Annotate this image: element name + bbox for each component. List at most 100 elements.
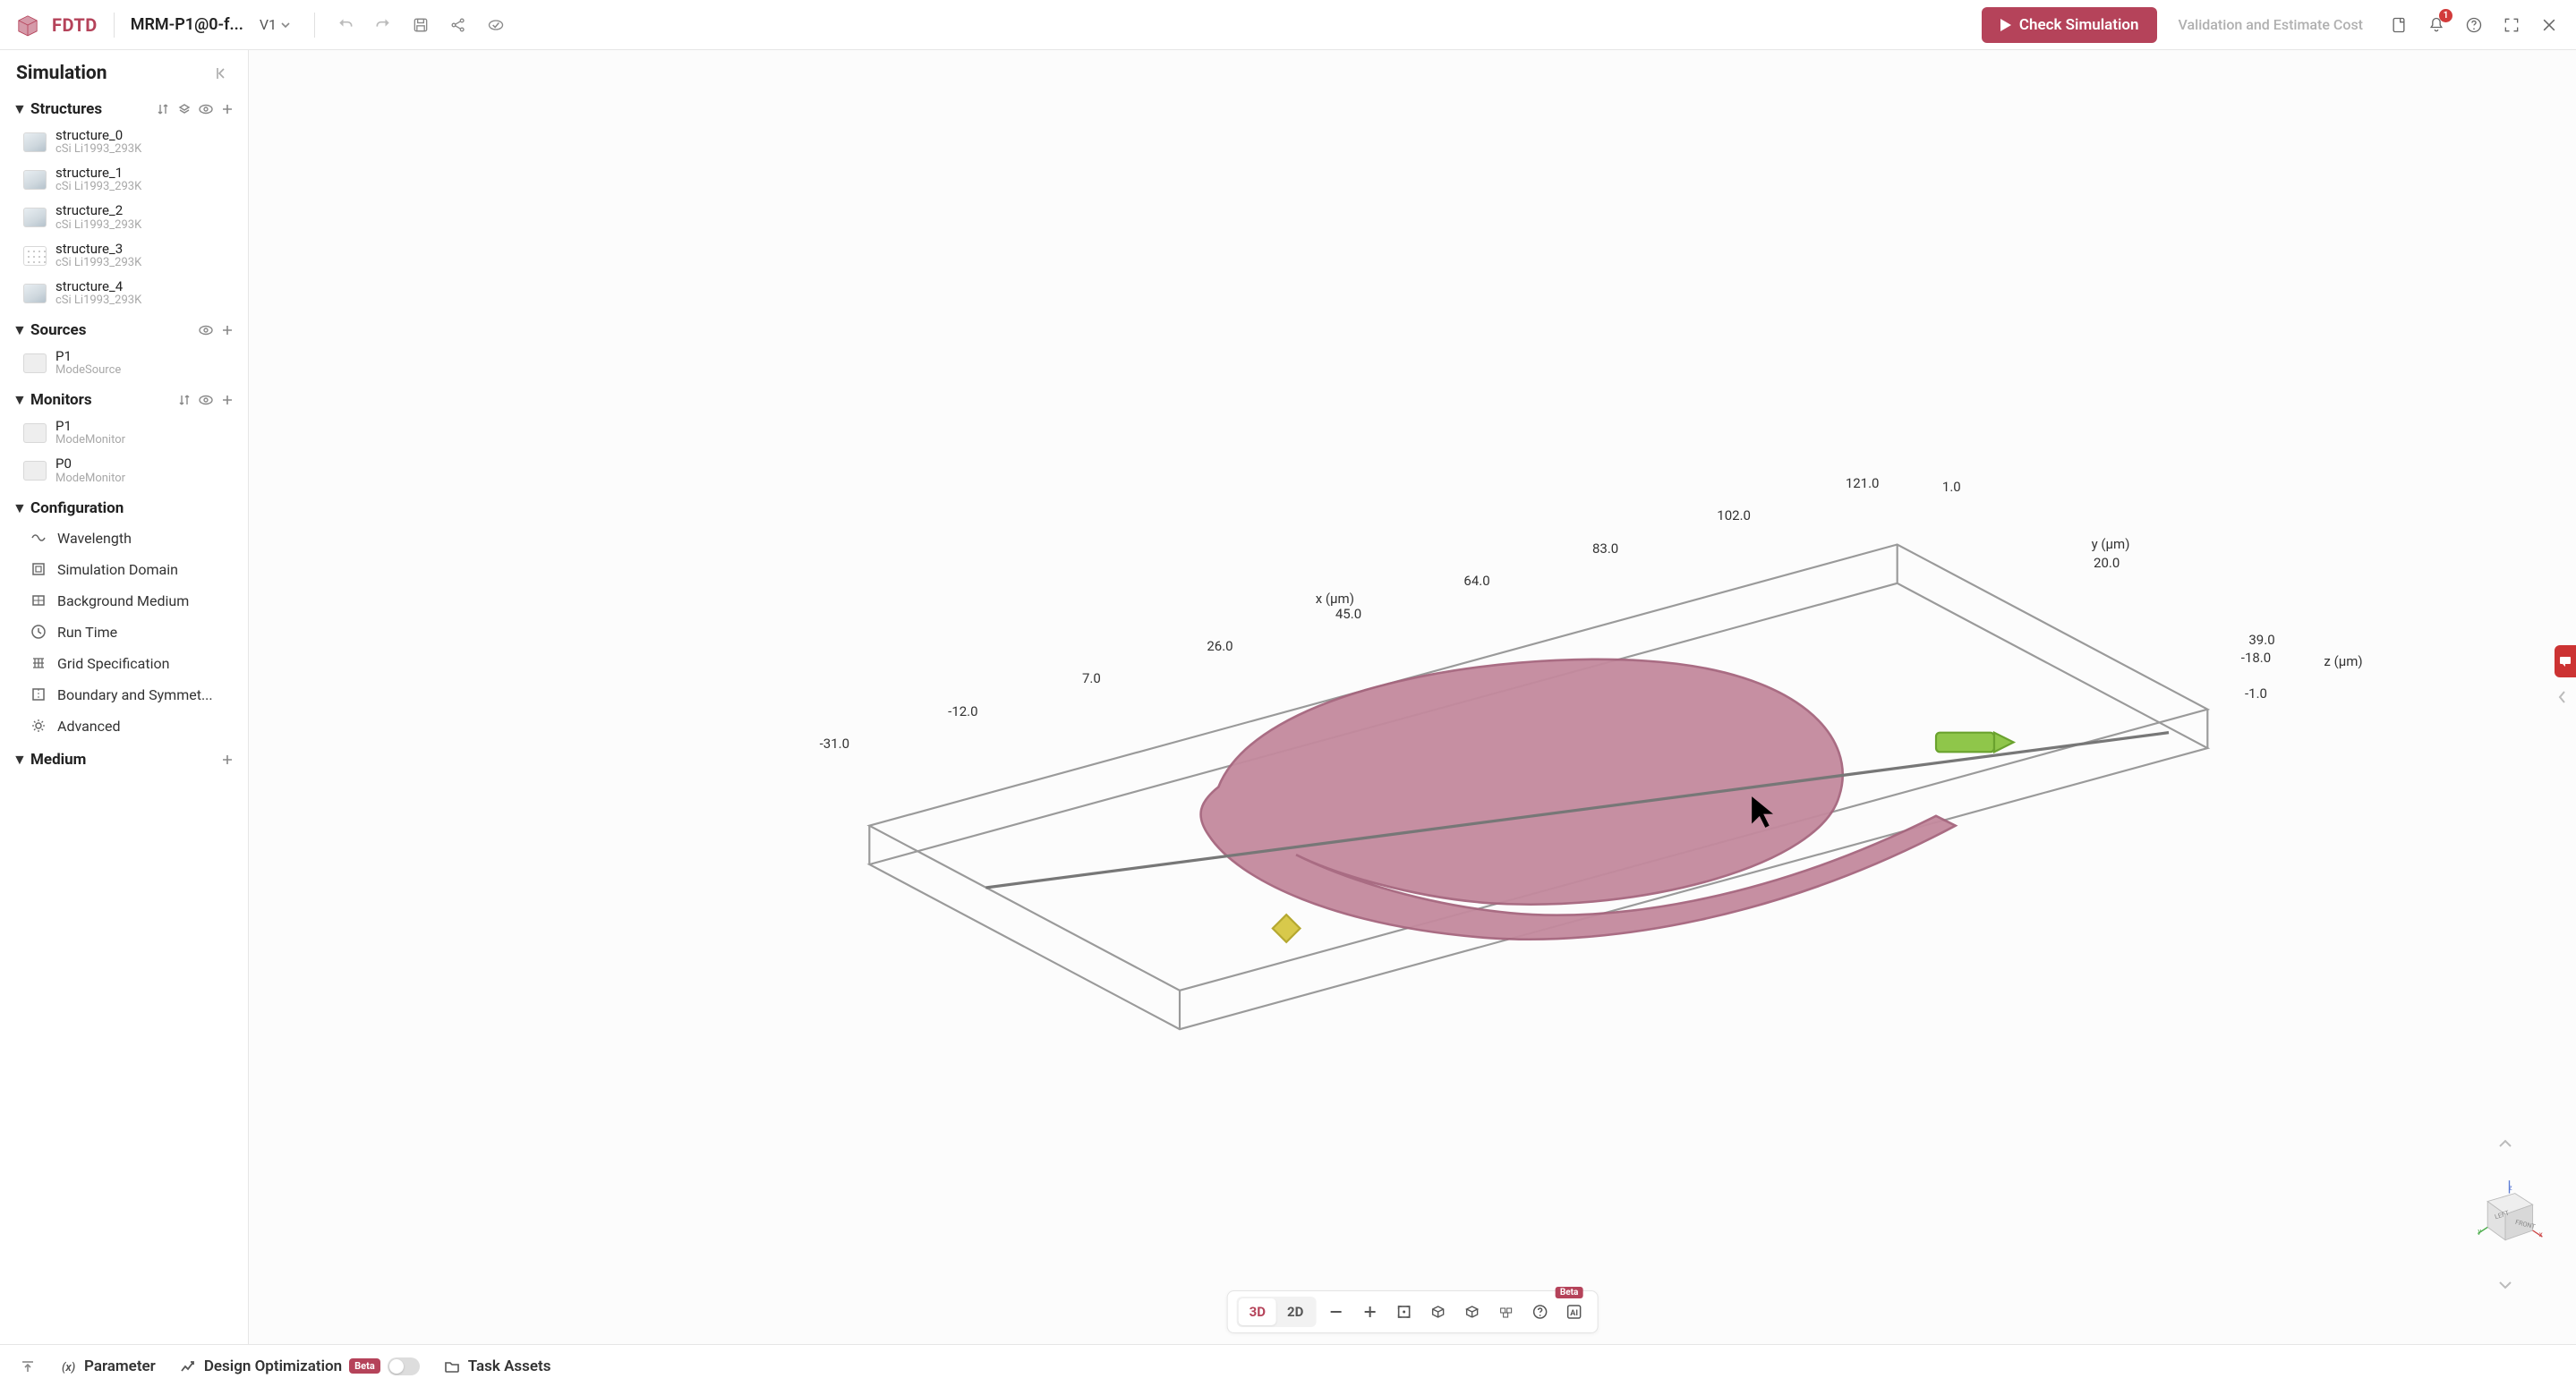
config-item[interactable]: Run Time — [0, 617, 248, 648]
add-icon[interactable] — [219, 322, 235, 338]
x-tick-label: 83.0 — [1592, 540, 1618, 557]
layers-icon[interactable] — [176, 101, 192, 117]
monitor-item[interactable]: P0 ModeMonitor — [0, 452, 248, 489]
zoom-in-icon[interactable] — [1355, 1298, 1384, 1326]
sort-icon[interactable] — [176, 392, 192, 408]
share-icon[interactable] — [444, 11, 473, 39]
sidebar: Simulation ▼ Structures structure_0 cSi … — [0, 50, 249, 1344]
brand-label: FDTD — [52, 14, 98, 36]
parameter-tab[interactable]: (x) Parameter — [59, 1357, 156, 1375]
version-selector[interactable]: V1 — [252, 13, 298, 37]
app-logo-icon — [13, 10, 43, 40]
fullscreen-icon[interactable] — [2497, 11, 2526, 39]
section-medium[interactable]: ▼ Medium — [0, 742, 248, 774]
notifications-icon[interactable]: 1 — [2422, 11, 2451, 39]
structure-thumb-icon — [23, 132, 47, 152]
zoom-out-icon[interactable] — [1321, 1298, 1350, 1326]
fit-view-icon[interactable] — [1389, 1298, 1418, 1326]
section-sources[interactable]: ▼ Sources — [0, 312, 248, 345]
structure-item[interactable]: structure_1 cSi Li1993_293K — [0, 161, 248, 199]
sort-icon[interactable] — [155, 101, 171, 117]
validate-icon[interactable] — [482, 11, 510, 39]
add-icon[interactable] — [219, 392, 235, 408]
viewport-toolbar: 3D 2D Beta AI — [1227, 1290, 1599, 1333]
task-assets-tab[interactable]: Task Assets — [443, 1357, 551, 1375]
close-icon[interactable] — [2535, 11, 2563, 39]
x-axis-label: x (µm) — [1316, 591, 1354, 607]
structure-item[interactable]: structure_4 cSi Li1993_293K — [0, 275, 248, 312]
y-axis-label: y (µm) — [2092, 536, 2130, 552]
source-item[interactable]: P1 ModeSource — [0, 345, 248, 382]
redo-icon[interactable] — [369, 11, 397, 39]
config-label: Run Time — [57, 624, 117, 641]
visibility-icon[interactable] — [198, 392, 214, 408]
source-thumb-icon — [23, 353, 47, 373]
collapse-sidebar-icon[interactable] — [212, 64, 232, 83]
section-monitors[interactable]: ▼ Monitors — [0, 382, 248, 414]
wireframe-icon[interactable] — [1457, 1298, 1486, 1326]
file-name[interactable]: MRM-P1@0-f... — [131, 15, 243, 34]
view-3d-button[interactable]: 3D — [1239, 1298, 1276, 1325]
export-icon[interactable] — [2384, 11, 2413, 39]
config-item[interactable]: Background Medium — [0, 585, 248, 617]
x-tick-label: 26.0 — [1207, 638, 1233, 654]
help-icon[interactable] — [2460, 11, 2488, 39]
expand-right-panel-icon[interactable] — [2556, 688, 2569, 706]
structure-name: structure_2 — [55, 203, 141, 218]
add-icon[interactable] — [219, 101, 235, 117]
visibility-icon[interactable] — [198, 101, 214, 117]
topbar: FDTD MRM-P1@0-f... V1 Check Simulation V… — [0, 0, 2576, 50]
visibility-icon[interactable] — [198, 322, 214, 338]
ai-assist-icon[interactable]: AI — [1559, 1298, 1588, 1326]
grid-icon[interactable] — [1491, 1298, 1520, 1326]
structure-item[interactable]: structure_2 cSi Li1993_293K — [0, 199, 248, 236]
section-configuration[interactable]: ▼ Configuration — [0, 490, 248, 523]
design-optimization-toggle[interactable] — [388, 1357, 420, 1375]
feedback-tab-icon[interactable] — [2555, 645, 2576, 677]
config-label: Grid Specification — [57, 655, 169, 672]
view-2d-button[interactable]: 2D — [1276, 1298, 1314, 1325]
svg-text:AI: AI — [1570, 1309, 1578, 1318]
check-simulation-button[interactable]: Check Simulation — [1982, 7, 2157, 43]
config-item[interactable]: Simulation Domain — [0, 554, 248, 585]
design-optimization-tab[interactable]: Design Optimization Beta — [179, 1357, 420, 1375]
monitor-item[interactable]: P1 ModeMonitor — [0, 414, 248, 452]
orient-up-icon[interactable] — [2498, 1138, 2512, 1149]
main-area: Simulation ▼ Structures structure_0 cSi … — [0, 50, 2576, 1344]
x-tick-label: -31.0 — [820, 736, 849, 752]
orient-down-icon[interactable] — [2498, 1280, 2512, 1290]
ai-beta-badge: Beta — [1556, 1287, 1583, 1298]
config-item[interactable]: Wavelength — [0, 523, 248, 554]
section-title: Structures — [30, 100, 149, 118]
perspective-icon[interactable] — [1423, 1298, 1452, 1326]
orientation-cube[interactable]: LEFT FRONT z x y — [2465, 1174, 2546, 1255]
structure-material: cSi Li1993_293K — [55, 219, 141, 233]
section-structures[interactable]: ▼ Structures — [0, 91, 248, 123]
validation-cost-button[interactable]: Validation and Estimate Cost — [2166, 7, 2376, 42]
caret-down-icon: ▼ — [13, 100, 25, 118]
config-item[interactable]: Grid Specification — [0, 648, 248, 679]
add-icon[interactable] — [219, 752, 235, 768]
structure-name: structure_3 — [55, 242, 141, 257]
viewport-3d[interactable]: -31.0-12.07.026.045.064.083.0102.0121.0x… — [249, 50, 2576, 1344]
beta-pill: Beta — [349, 1358, 380, 1374]
svg-text:x: x — [2539, 1230, 2543, 1238]
save-icon[interactable] — [406, 11, 435, 39]
config-item[interactable]: Advanced — [0, 711, 248, 742]
collapse-bottom-icon[interactable] — [20, 1358, 36, 1374]
source-name: P1 — [55, 349, 121, 364]
config-label: Background Medium — [57, 592, 189, 609]
divider — [314, 13, 315, 38]
config-icon — [30, 624, 47, 640]
structure-item[interactable]: structure_3 cSi Li1993_293K — [0, 237, 248, 275]
structure-item[interactable]: structure_0 cSi Li1993_293K — [0, 123, 248, 161]
section-title: Sources — [30, 321, 192, 339]
section-title: Monitors — [30, 391, 171, 409]
svg-text:(x): (x) — [62, 1361, 75, 1374]
x-tick-label: 121.0 — [1846, 475, 1880, 491]
info-icon[interactable] — [1525, 1298, 1554, 1326]
undo-icon[interactable] — [331, 11, 360, 39]
monitor-thumb-icon — [23, 423, 47, 443]
config-item[interactable]: Boundary and Symmet... — [0, 679, 248, 711]
y-tick-label: 39.0 — [2248, 632, 2274, 648]
